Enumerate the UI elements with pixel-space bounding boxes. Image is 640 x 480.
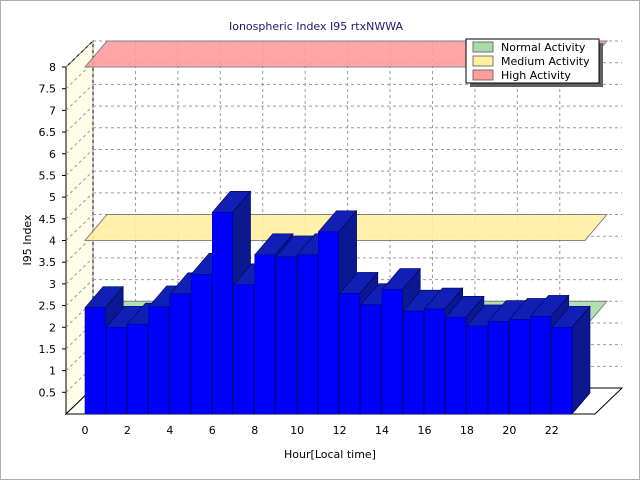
y-tick-label: 5.5 [39,169,57,182]
bar-front [275,256,297,415]
grid-line-wall [65,257,94,285]
legend-label: Normal Activity [501,41,586,54]
bar-front [466,325,488,415]
grid-line-wall [65,170,94,198]
y-axis-label: I95 Index [21,214,34,266]
x-tick-label: 10 [290,424,304,437]
y-tick-label: 4 [49,235,56,248]
bar-front [318,231,339,415]
bar-front [509,319,530,415]
x-axis-label: Hour[Local time] [284,448,376,461]
x-tick-label: 2 [124,424,131,437]
y-tick-label: 2.5 [39,300,57,313]
bar-front [445,316,467,415]
bar-front [190,274,212,415]
grid-line-wall [65,192,94,220]
x-tick-label: 14 [375,424,389,437]
grid-line-wall [65,214,94,241]
y-tick-label: 6 [49,148,56,161]
y-tick-label: 1.5 [39,343,57,356]
bar-front [84,307,106,415]
x-tick-label: 22 [545,424,559,437]
legend-label: Medium Activity [501,55,590,68]
legend-swatch [472,41,494,53]
x-tick-label: 8 [251,424,258,437]
x-tick-label: 20 [502,424,516,437]
bar-front [148,306,170,415]
bar-front [381,289,403,415]
y-tick-label: 5 [49,191,56,204]
grid-line-wall [65,105,94,133]
bar-front [296,254,318,415]
legend-swatch [472,69,494,81]
y-tick-label: 7.5 [39,83,57,96]
bar-front [530,316,552,415]
x-tick-label: 0 [82,424,89,437]
bar-front [105,326,127,415]
grid-line-wall [65,40,94,68]
bar-front [360,304,382,415]
y-tick-label: 3 [49,278,56,291]
bar-front [169,293,191,415]
x-tick-label: 4 [166,424,173,437]
chart-title: Ionospheric Index I95 rtxNWWA [229,20,403,33]
y-tick-label: 8 [49,61,56,74]
grid-line-wall [65,127,94,155]
bar-front [402,310,424,415]
y-tick-label: 6.5 [39,126,57,139]
y-tick-label: 2 [49,321,56,334]
x-tick-label: 12 [333,424,347,437]
y-tick-label: 4.5 [39,213,57,226]
bar-front [212,212,233,415]
bar [551,305,591,415]
bar-front [487,321,509,415]
grid-line-wall [65,84,94,111]
bar-front [233,284,255,415]
y-tick-label: 3.5 [39,256,57,269]
grid-line-wall [65,279,94,306]
legend-swatch [472,55,494,67]
bar-front [551,326,573,415]
y-tick-label: 1 [49,365,56,378]
x-tick-label: 6 [209,424,216,437]
grid-line-wall [65,149,94,176]
bar-front [127,323,148,415]
y-tick-label: 7 [49,104,56,117]
bar-front [339,293,361,415]
y-tick-label: 0.5 [39,386,57,399]
legend-label: High Activity [501,69,571,82]
x-tick-label: 18 [460,424,474,437]
bar-front [254,254,276,415]
x-tick-label: 16 [417,424,431,437]
bar-front [424,308,445,415]
